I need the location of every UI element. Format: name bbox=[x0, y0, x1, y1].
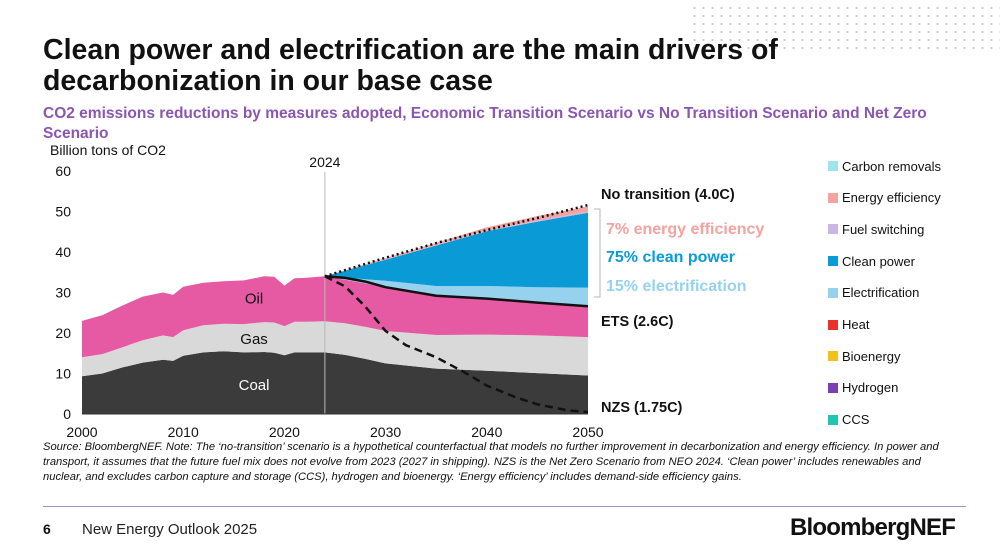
page-title: Clean power and electrification are the … bbox=[43, 34, 778, 97]
legend-label: Bioenergy bbox=[842, 348, 901, 364]
y-axis-title: Billion tons of CO2 bbox=[50, 142, 166, 158]
page-number: 6 bbox=[43, 521, 51, 537]
y-tick-label: 30 bbox=[55, 285, 71, 301]
legend-item: CCS bbox=[828, 411, 869, 429]
footer-divider bbox=[43, 506, 966, 507]
legend-label: CCS bbox=[842, 412, 870, 428]
legend-item: Heat bbox=[828, 316, 869, 334]
legend-swatch bbox=[828, 287, 838, 298]
electrification-annotation: 15% electrification bbox=[606, 278, 747, 295]
ets-line bbox=[324, 275, 589, 308]
gas-area bbox=[82, 321, 588, 377]
brand-logo: BloombergNEF bbox=[790, 514, 956, 541]
coal-area-label: Coal bbox=[239, 377, 270, 394]
legend-item: Hydrogen bbox=[828, 379, 898, 397]
nzs-line bbox=[324, 275, 589, 414]
legend-swatch bbox=[828, 414, 838, 425]
y-tick-label: 20 bbox=[55, 325, 71, 341]
legend-item: Carbon removals bbox=[828, 157, 941, 175]
clean-power-annotation: 75% clean power bbox=[606, 249, 735, 266]
chart-subtitle: CO2 emissions reductions by measures ado… bbox=[43, 105, 927, 142]
legend-label: Energy efficiency bbox=[842, 190, 941, 206]
marker-2024-label: 2024 bbox=[309, 154, 340, 170]
no-transition-line-label: No transition (4.0C) bbox=[601, 187, 735, 203]
legend-label: Hydrogen bbox=[842, 380, 899, 396]
legend-item: Electrification bbox=[828, 284, 919, 302]
oil-area-label: Oil bbox=[245, 291, 263, 308]
legend-swatch bbox=[828, 192, 838, 203]
y-tick-label: 10 bbox=[55, 366, 71, 382]
legend-swatch bbox=[828, 319, 838, 330]
legend-item: Bioenergy bbox=[828, 347, 901, 365]
source-note: Source: BloombergNEF. Note: The ‘no-tran… bbox=[43, 441, 939, 483]
electrification-wedge bbox=[324, 276, 588, 307]
legend-label: Clean power bbox=[842, 253, 915, 269]
y-tick-label: 60 bbox=[55, 163, 71, 179]
x-tick-label: 2040 bbox=[471, 424, 502, 440]
legend-label: Electrification bbox=[842, 285, 920, 301]
legend-swatch bbox=[828, 161, 838, 171]
report-name: New Energy Outlook 2025 bbox=[82, 521, 258, 538]
x-tick-label: 2010 bbox=[168, 424, 199, 440]
coal-area bbox=[82, 351, 588, 414]
legend-label: Fuel switching bbox=[842, 221, 925, 237]
x-tick-label: 2020 bbox=[269, 424, 300, 440]
legend-swatch bbox=[828, 351, 838, 362]
x-tick-label: 2000 bbox=[66, 424, 97, 440]
decorative-dot-pattern bbox=[690, 4, 1000, 50]
legend-swatch bbox=[828, 256, 838, 267]
wedge-bracket bbox=[594, 208, 601, 298]
y-tick-label: 0 bbox=[63, 406, 71, 422]
ets-line-label: ETS (2.6C) bbox=[601, 314, 674, 330]
x-tick-label: 2050 bbox=[572, 424, 603, 440]
energy-efficiency-annotation: 7% energy efficiency bbox=[606, 221, 764, 238]
y-tick-label: 40 bbox=[55, 244, 71, 260]
x-tick-label: 2030 bbox=[370, 424, 401, 440]
energy-efficiency-wedge bbox=[324, 206, 588, 277]
legend-swatch bbox=[828, 224, 838, 235]
legend-item: Clean power bbox=[828, 252, 915, 270]
legend-item: Energy efficiency bbox=[828, 189, 941, 207]
nzs-line-label: NZS (1.75C) bbox=[601, 400, 683, 416]
gas-area-label: Gas bbox=[240, 331, 268, 348]
legend-label: Heat bbox=[842, 317, 870, 332]
legend-item: Fuel switching bbox=[828, 220, 924, 238]
oil-area bbox=[82, 276, 588, 358]
clean-power-wedge bbox=[324, 212, 588, 288]
legend-label: Carbon removals bbox=[842, 158, 941, 174]
legend-swatch bbox=[828, 382, 838, 393]
y-tick-label: 50 bbox=[55, 204, 71, 220]
